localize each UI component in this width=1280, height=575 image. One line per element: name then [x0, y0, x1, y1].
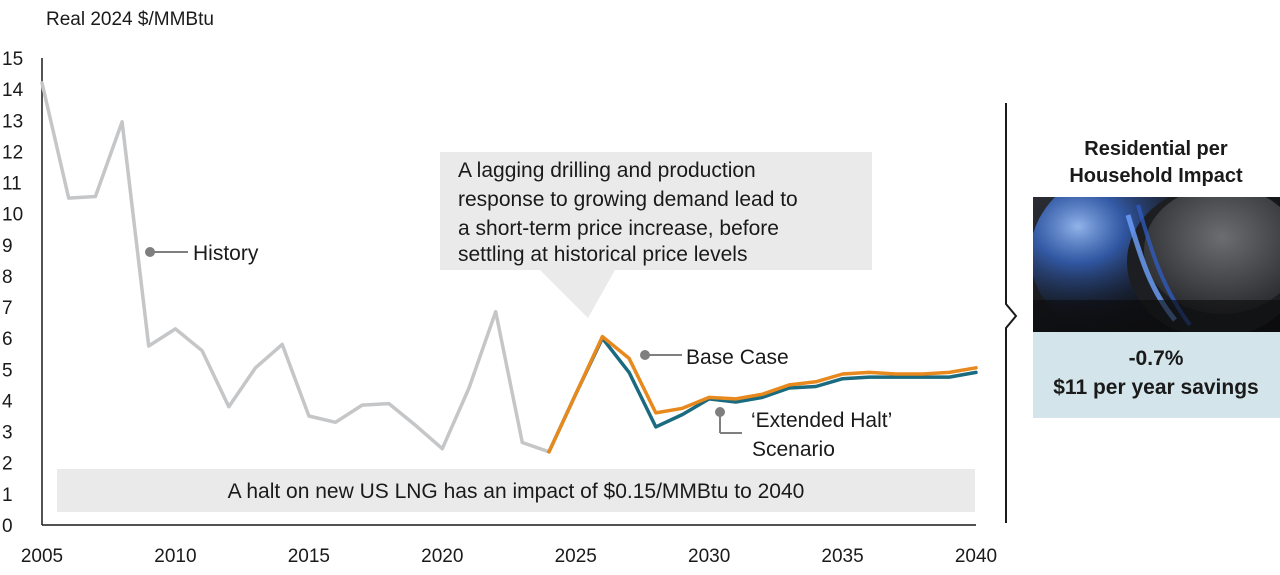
impact-percent: -0.7% — [1129, 347, 1184, 370]
y-tick-label: 8 — [2, 267, 13, 288]
callout-line-2: response to growing demand lead to — [458, 188, 798, 211]
y-tick-label: 7 — [2, 298, 13, 319]
label-history-group: History — [145, 242, 259, 265]
y-tick-label: 10 — [2, 205, 23, 226]
x-tick-label: 2030 — [688, 546, 730, 567]
banner-box — [57, 469, 975, 512]
callout-line-3: a short-term price increase, before — [458, 217, 779, 240]
callout-box — [440, 152, 872, 318]
x-tick-label: 2010 — [154, 546, 196, 567]
y-tick-label: 5 — [2, 360, 13, 381]
impact-title-line-2: Household Impact — [1069, 165, 1243, 187]
y-tick-label: 9 — [2, 236, 13, 257]
label-extended-halt-group: ‘Extended Halt’ Scenario — [715, 407, 892, 461]
series-lines — [40, 81, 978, 454]
x-tick-label: 2040 — [955, 546, 997, 567]
y-tick-label: 4 — [2, 391, 13, 412]
gas-burner-flame-image — [1033, 197, 1280, 332]
y-tick-label: 11 — [2, 174, 22, 195]
y-unit-label: Real 2024 $/MMBtu — [46, 9, 214, 30]
bracket-divider — [1005, 103, 1018, 523]
callout-line-4: settling at historical price levels — [458, 243, 747, 266]
y-tick-label: 3 — [2, 423, 13, 444]
annotation-callout: A lagging drilling and production respon… — [440, 152, 872, 318]
history-label: History — [193, 242, 259, 265]
banner-text: A halt on new US LNG has an impact of $0… — [228, 480, 805, 503]
extended-halt-label-line-2: Scenario — [752, 438, 835, 461]
x-tick-label: 2025 — [555, 546, 597, 567]
x-tick-label: 2015 — [288, 546, 330, 567]
y-tick-label: 14 — [2, 80, 24, 101]
y-tick-label: 1 — [2, 485, 13, 506]
callout-line-1: A lagging drilling and production — [458, 159, 756, 182]
x-tick-label: 2020 — [421, 546, 463, 567]
x-tick-label: 2035 — [821, 546, 863, 567]
impact-banner: A halt on new US LNG has an impact of $0… — [57, 469, 975, 512]
impact-title-line-1: Residential per — [1084, 138, 1228, 160]
impact-savings: $11 per year savings — [1053, 376, 1258, 399]
y-tick-label: 15 — [2, 49, 23, 70]
y-tick-label: 6 — [2, 329, 13, 350]
y-tick-label: 0 — [2, 516, 13, 537]
base-case-label: Base Case — [686, 346, 789, 369]
x-tick-labels: 2005 2010 2015 2020 2025 2030 2035 2040 — [21, 546, 997, 567]
y-tick-label: 13 — [2, 111, 23, 132]
impact-panel: Residential per Household Impact -0.7% $… — [1033, 138, 1280, 418]
series-line-extended-halt-scenario — [547, 336, 978, 454]
y-tick-label: 2 — [2, 454, 13, 475]
impact-value-box — [1033, 332, 1280, 418]
extended-halt-label-line-1: ‘Extended Halt’ — [751, 409, 892, 432]
series-line-base-case — [547, 334, 978, 454]
x-tick-label: 2005 — [21, 546, 63, 567]
series-line-history — [40, 81, 551, 454]
label-base-case-group: Base Case — [640, 346, 789, 369]
y-tick-label: 12 — [2, 142, 23, 163]
